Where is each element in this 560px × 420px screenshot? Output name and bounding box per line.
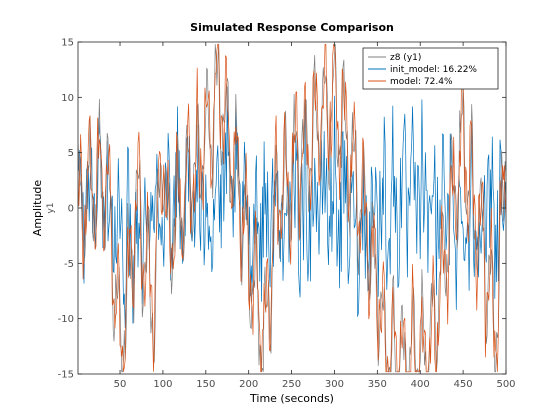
x-tick-label: 500 — [496, 379, 515, 390]
legend-entry-1: init_model: 16.22% — [390, 65, 477, 75]
legend-entry-2: model: 72.4% — [390, 77, 453, 87]
y-tick-label: -5 — [64, 259, 74, 270]
x-tick-label: 400 — [411, 379, 430, 390]
series-line-2 — [78, 43, 506, 373]
series-group — [78, 43, 506, 373]
x-tick-label: 250 — [282, 379, 301, 390]
y-tick-label: 0 — [68, 204, 74, 215]
y-tick-label: -10 — [58, 314, 74, 325]
tick-group: 50 100 150 200 250 300 350 400 450 500 -15 -10 -5 0 5 1… — [58, 38, 516, 391]
x-axis-label: Time (seconds) — [249, 392, 334, 405]
x-tick-label: 300 — [325, 379, 344, 390]
legend-entry-0: z8 (y1) — [390, 53, 421, 63]
y-tick-label: 5 — [68, 148, 74, 159]
y-tick-label: -15 — [58, 370, 74, 381]
x-tick-label: 50 — [114, 379, 127, 390]
x-tick-label: 450 — [454, 379, 473, 390]
chart-title: Simulated Response Comparison — [190, 21, 394, 34]
y-axis-label: Amplitude — [31, 180, 44, 237]
x-tick-label: 350 — [368, 379, 387, 390]
x-tick-label: 100 — [153, 379, 172, 390]
legend[interactable]: z8 (y1) init_model: 16.22% model: 72.4% — [362, 47, 499, 90]
y-tick-label: 15 — [61, 38, 74, 49]
y-tick-label: 10 — [61, 93, 74, 104]
channel-label: y1 — [46, 202, 56, 213]
x-tick-label: 200 — [239, 379, 258, 390]
series-line-0 — [78, 44, 506, 373]
x-tick-label: 150 — [196, 379, 215, 390]
